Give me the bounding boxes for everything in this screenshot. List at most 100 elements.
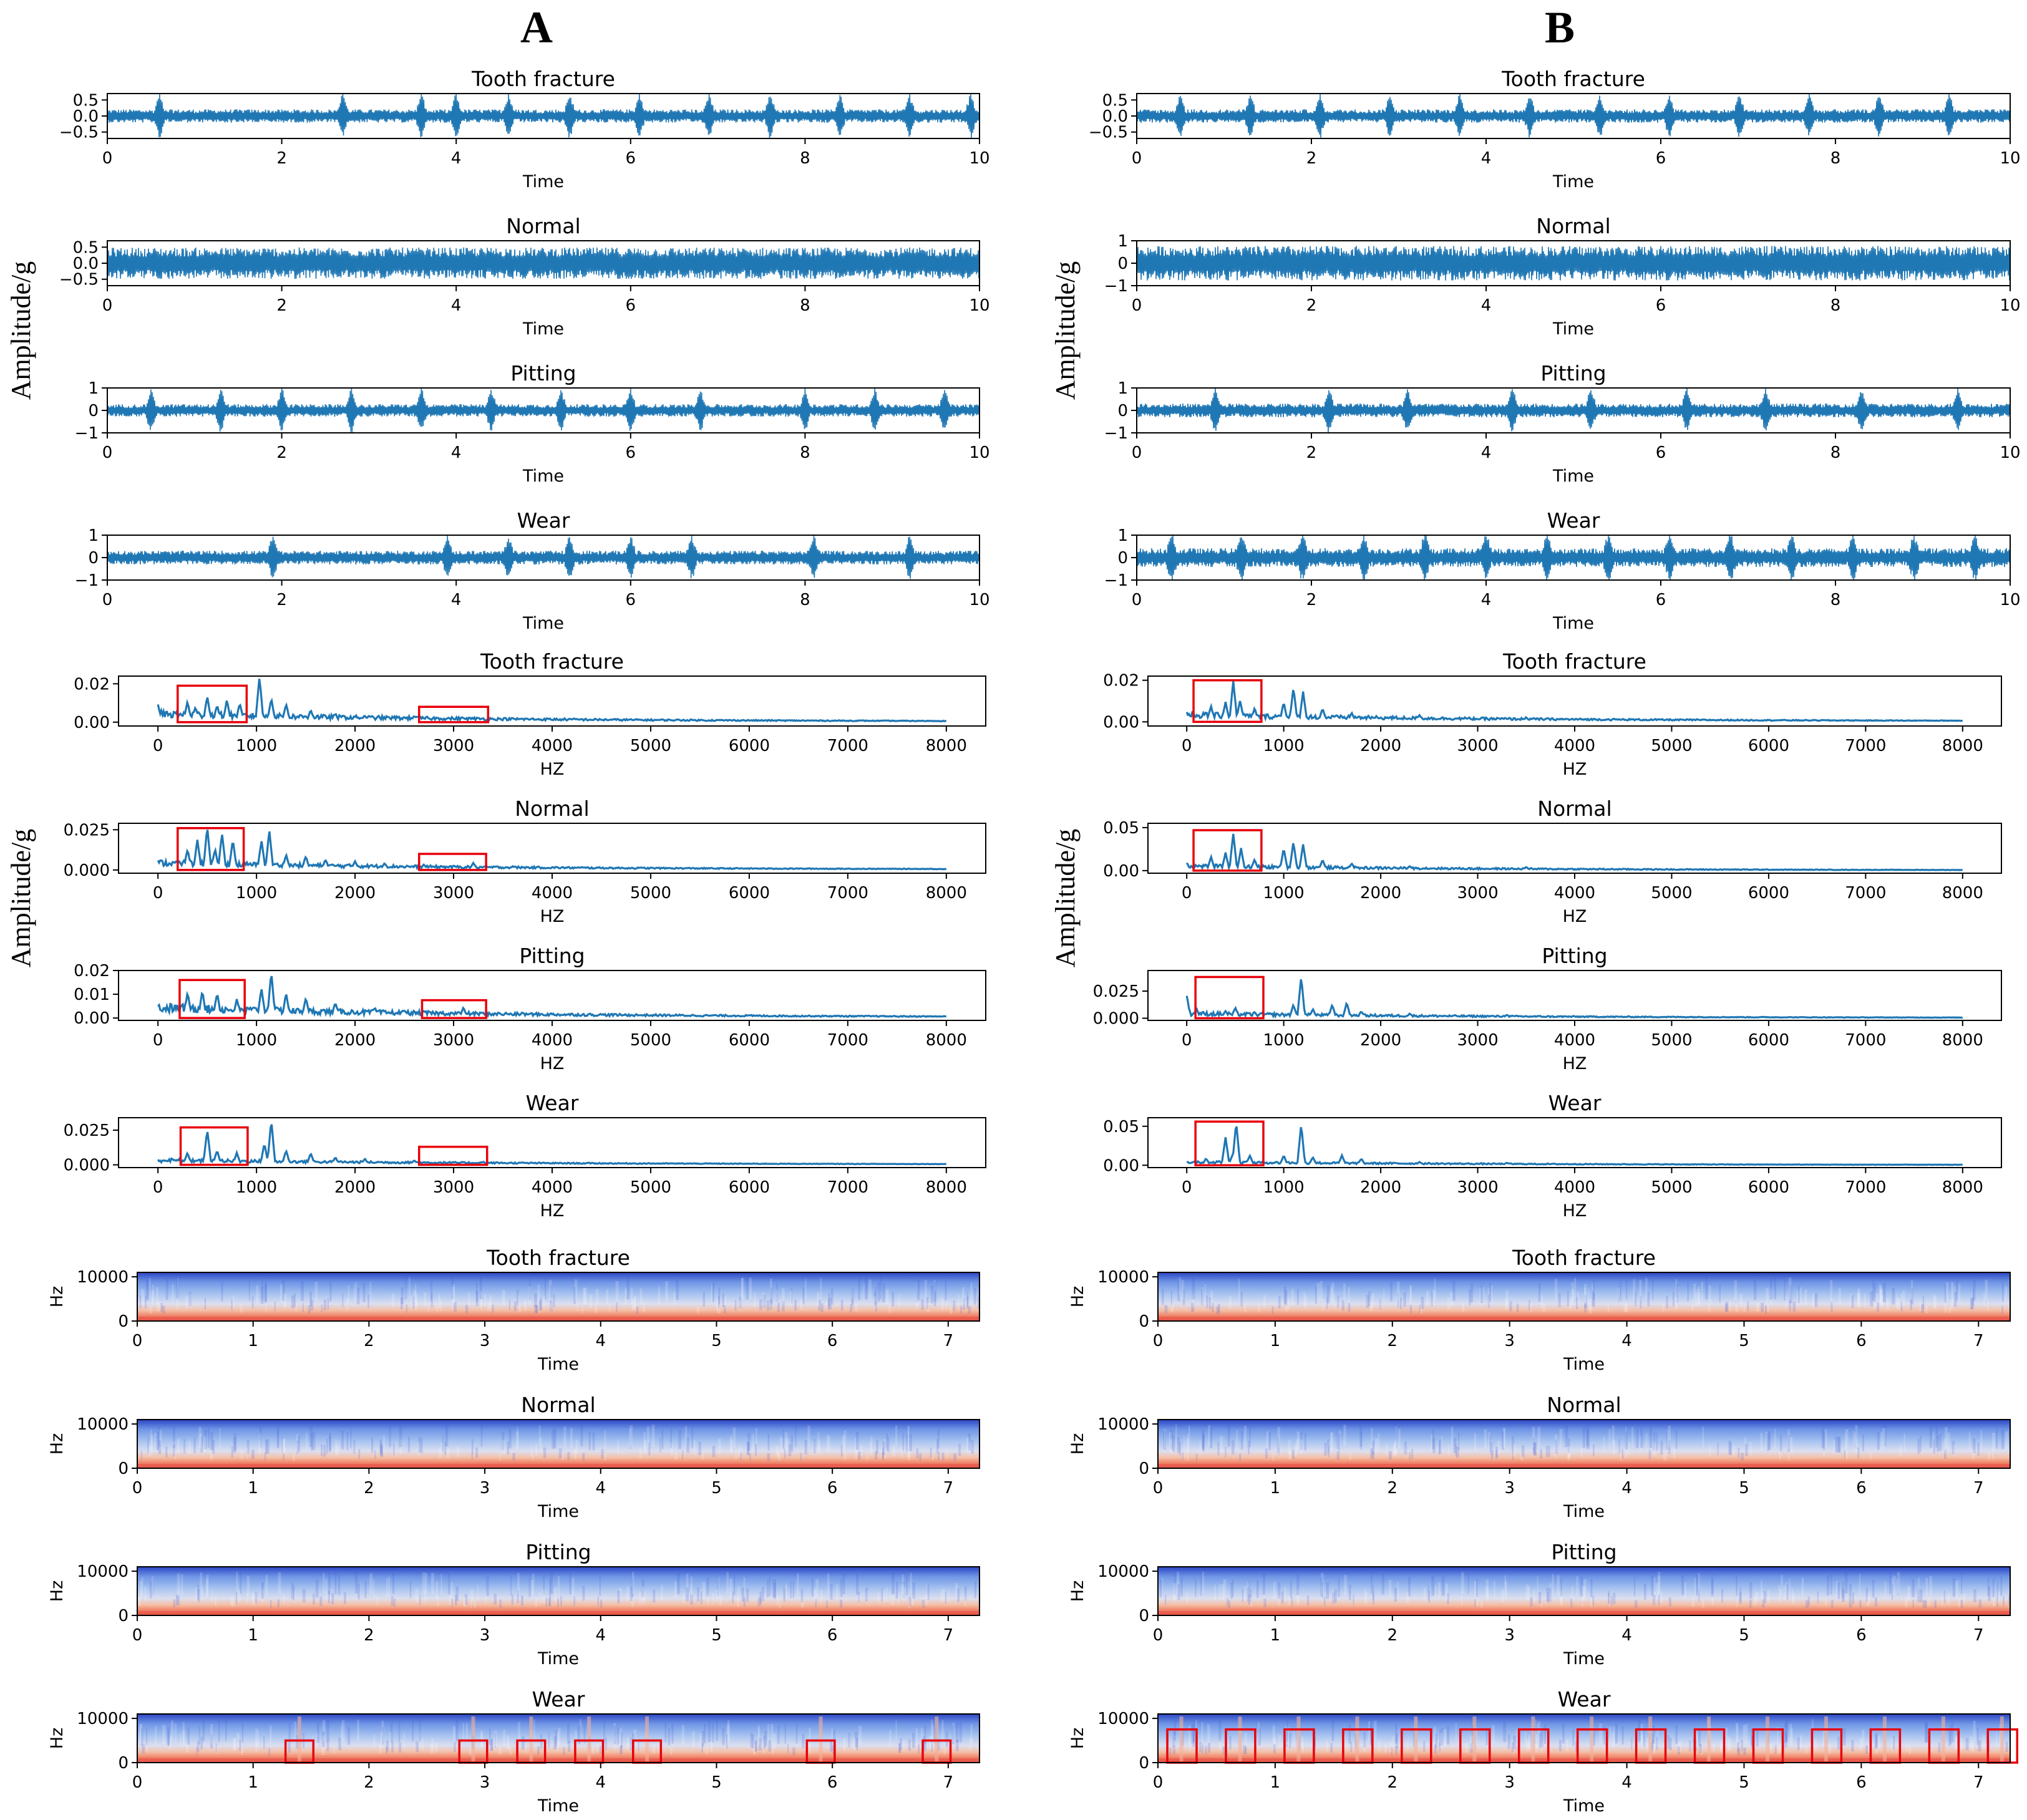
x-tick-label: 6000 bbox=[729, 1178, 770, 1197]
spectrogram-texture bbox=[182, 1722, 185, 1743]
subplot-title: Tooth fracture bbox=[1501, 67, 1645, 91]
spectrogram-texture bbox=[1218, 1720, 1222, 1741]
spectrogram-texture bbox=[1368, 1721, 1370, 1742]
spectrogram-texture bbox=[908, 1600, 911, 1609]
y-tick-label: 0.05 bbox=[1103, 1118, 1139, 1136]
spectrogram-texture bbox=[1980, 1430, 1983, 1450]
spectrogram-texture bbox=[974, 1288, 976, 1305]
spectrogram-texture bbox=[329, 1433, 331, 1451]
x-tick-label: 10 bbox=[969, 443, 989, 462]
spectrogram-texture bbox=[152, 1574, 155, 1595]
spectrogram-texture bbox=[309, 1426, 313, 1448]
spectrogram-texture bbox=[921, 1728, 923, 1746]
spectrogram-texture bbox=[916, 1284, 918, 1303]
spectrogram-event-streak bbox=[1414, 1716, 1418, 1763]
spectrogram-texture bbox=[1404, 1441, 1407, 1455]
spectrogram-texture bbox=[1537, 1426, 1541, 1448]
spectrogram-texture bbox=[1283, 1286, 1286, 1304]
spectrogram-texture bbox=[323, 1300, 327, 1311]
spectrogram-texture bbox=[260, 1286, 264, 1304]
spectrogram-texture bbox=[886, 1433, 888, 1451]
x-axis-label: HZ bbox=[540, 1201, 565, 1221]
spectrogram-texture bbox=[172, 1284, 174, 1303]
y-tick-label: 0.00 bbox=[1103, 862, 1139, 881]
spectrogram-texture bbox=[1770, 1278, 1772, 1300]
x-tick-label: 3000 bbox=[1457, 884, 1498, 903]
x-tick-label: 5000 bbox=[630, 884, 671, 903]
spectrogram-texture bbox=[1396, 1295, 1398, 1309]
spectrogram-texture bbox=[371, 1437, 374, 1453]
x-tick-label: 2000 bbox=[334, 737, 376, 755]
spectrogram-texture bbox=[1366, 1294, 1369, 1308]
spectrogram-texture bbox=[717, 1305, 721, 1314]
spectrogram-texture bbox=[1272, 1453, 1275, 1461]
spectrogram-texture bbox=[1326, 1297, 1328, 1309]
highlight-box bbox=[178, 979, 246, 1019]
spectrogram-texture bbox=[910, 1572, 912, 1594]
spectrogram-texture bbox=[1684, 1582, 1686, 1599]
spectrogram-texture bbox=[863, 1284, 865, 1303]
spectrogram-texture bbox=[719, 1594, 722, 1605]
spectrogram-texture bbox=[1222, 1746, 1225, 1755]
spectrogram-texture bbox=[1955, 1580, 1958, 1599]
spectrogram-texture bbox=[1857, 1294, 1860, 1308]
spectrogram-texture bbox=[1877, 1302, 1879, 1312]
spectrogram-texture bbox=[1603, 1436, 1605, 1453]
highlight-box bbox=[418, 705, 490, 724]
spectrogram-texture bbox=[870, 1441, 872, 1455]
spectrogram-texture bbox=[145, 1728, 148, 1746]
spectrogram-texture bbox=[535, 1443, 538, 1456]
x-tick-label: 5000 bbox=[630, 737, 671, 755]
spectrogram-texture bbox=[440, 1300, 442, 1311]
spectrogram-texture bbox=[517, 1572, 520, 1594]
spectrogram-texture bbox=[1713, 1742, 1715, 1753]
spectrogram-texture bbox=[794, 1300, 797, 1311]
spectrogram-texture bbox=[901, 1584, 905, 1600]
spectrogram-texture bbox=[1177, 1437, 1180, 1453]
x-tick-label: 6 bbox=[1656, 149, 1666, 168]
plot-content bbox=[1158, 1567, 2010, 1615]
spectrogram-texture bbox=[855, 1574, 859, 1595]
spectrogram-texture bbox=[364, 1581, 367, 1599]
spectrogram-texture bbox=[246, 1447, 248, 1458]
x-tick-label: 6 bbox=[827, 1332, 838, 1350]
spectrogram-texture bbox=[749, 1453, 751, 1461]
y-tick-label: 0.02 bbox=[1103, 672, 1139, 690]
spectrogram-texture bbox=[1331, 1720, 1334, 1741]
spectrogram-texture bbox=[1851, 1295, 1854, 1309]
spectrogram-texture bbox=[1948, 1305, 1951, 1314]
spectrogram-texture bbox=[909, 1434, 912, 1451]
spectrogram-texture bbox=[1397, 1582, 1399, 1599]
spectrogram-texture bbox=[1941, 1596, 1944, 1606]
spectrogram-texture bbox=[347, 1726, 351, 1745]
y-tick-label: 0.000 bbox=[64, 861, 110, 880]
spectrogram-texture bbox=[886, 1587, 888, 1602]
spectrogram-texture bbox=[668, 1728, 671, 1746]
x-tick-label: 6 bbox=[626, 591, 636, 609]
spectrogram-texture bbox=[858, 1278, 860, 1300]
spectrogram-texture bbox=[177, 1277, 179, 1300]
spectrogram-texture bbox=[253, 1593, 256, 1605]
spectrogram-event-streak bbox=[1648, 1716, 1653, 1763]
y-tick-label: −1 bbox=[75, 571, 99, 590]
spectrogram-texture bbox=[773, 1733, 776, 1748]
x-tick-label: 5 bbox=[1739, 1773, 1749, 1792]
spectrogram-texture bbox=[580, 1425, 583, 1447]
spectrogram-texture bbox=[829, 1742, 832, 1753]
spectrogram-texture bbox=[937, 1429, 940, 1449]
spectrogram-texture bbox=[1924, 1722, 1928, 1743]
spectrogram-texture bbox=[1484, 1429, 1487, 1449]
spectrogram-texture bbox=[555, 1730, 558, 1747]
spectrogram-texture bbox=[898, 1742, 901, 1753]
x-tick-label: 7000 bbox=[1845, 1031, 1886, 1050]
spectrogram-texture bbox=[236, 1571, 238, 1594]
y-tick-label: 0 bbox=[1117, 402, 1128, 420]
spectrogram-texture bbox=[152, 1290, 154, 1306]
spectrogram-texture bbox=[1838, 1437, 1841, 1453]
spectrogram-texture bbox=[181, 1574, 183, 1595]
plot-content bbox=[1137, 246, 2010, 281]
x-tick-label: 5 bbox=[711, 1479, 722, 1498]
spectrogram-texture bbox=[1834, 1440, 1835, 1455]
spectrogram-texture bbox=[1917, 1589, 1920, 1602]
